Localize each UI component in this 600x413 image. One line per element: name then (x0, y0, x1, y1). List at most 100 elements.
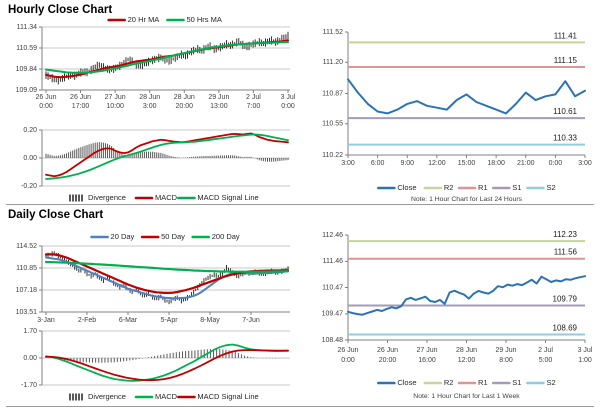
svg-text:20 Day: 20 Day (111, 232, 135, 241)
svg-text:0.00: 0.00 (23, 355, 37, 362)
svg-text:3:00: 3:00 (341, 160, 355, 167)
svg-text:6-Mar: 6-Mar (119, 317, 138, 324)
svg-text:S1: S1 (512, 378, 521, 387)
svg-text:2-Feb: 2-Feb (78, 317, 96, 324)
svg-text:109.47: 109.47 (322, 311, 344, 318)
daily-close-chart: 114.52 110.85 107.18 103.513-Jan 2-Feb 6-Mar 5… (16, 232, 290, 324)
svg-text:28 Jun: 28 Jun (174, 94, 195, 101)
svg-text:3 Jul: 3 Jul (281, 94, 296, 101)
svg-text:111.15: 111.15 (554, 56, 578, 65)
svg-text:-1.70: -1.70 (21, 382, 37, 389)
svg-text:112.46: 112.46 (322, 232, 343, 239)
svg-text:0.20: 0.20 (23, 127, 37, 134)
svg-text:Close: Close (397, 183, 416, 192)
svg-text:R1: R1 (478, 183, 488, 192)
hourly-close-chart-title: Hourly Close Chart (8, 4, 113, 16)
svg-text:MACD Signal Line: MACD Signal Line (197, 392, 258, 401)
svg-text:12:00: 12:00 (458, 357, 476, 364)
svg-text:109.79: 109.79 (553, 294, 578, 303)
svg-text:28 Jun: 28 Jun (139, 94, 160, 101)
svg-text:27 Jun: 27 Jun (416, 347, 437, 354)
svg-text:16:00: 16:00 (418, 357, 436, 364)
svg-text:107.18: 107.18 (16, 287, 38, 294)
svg-text:109.84: 109.84 (16, 66, 38, 73)
svg-text:2 Jul: 2 Jul (246, 94, 261, 101)
svg-text:Divergence: Divergence (88, 392, 126, 401)
svg-text:27 Jun: 27 Jun (105, 94, 126, 101)
svg-text:S2: S2 (546, 378, 555, 387)
weekly-pivot-chart: 112.46 111.46 110.47 109.47 108.48 26 Jun 0:00… (322, 230, 593, 400)
svg-text:S1: S1 (512, 183, 521, 192)
svg-text:MACD: MACD (155, 392, 178, 401)
svg-text:108.69: 108.69 (553, 323, 578, 332)
svg-text:111.34: 111.34 (17, 24, 37, 31)
svg-text:10:00: 10:00 (106, 103, 124, 110)
svg-text:0:00: 0:00 (39, 103, 53, 110)
svg-text:26 Jun: 26 Jun (377, 347, 398, 354)
svg-text:S2: S2 (546, 183, 555, 192)
svg-text:5-Apr: 5-Apr (160, 317, 178, 324)
svg-text:2 Jul: 2 Jul (538, 347, 553, 354)
svg-text:110.61: 110.61 (553, 107, 577, 116)
svg-text:13:00: 13:00 (210, 103, 228, 110)
svg-text:26 Jun: 26 Jun (337, 347, 358, 354)
svg-text:R1: R1 (478, 378, 488, 387)
daily-macd-chart: 1.70 0.00 -1.70 Divergence MACD MACD Signal L… (21, 328, 290, 401)
svg-text:0:00: 0:00 (549, 160, 563, 167)
svg-text:8:00: 8:00 (499, 357, 513, 364)
svg-text:3:00: 3:00 (143, 103, 157, 110)
svg-text:110.22: 110.22 (322, 152, 343, 159)
svg-text:Note: 1 Hour Chart for Last 1: Note: 1 Hour Chart for Last 1 Week (413, 393, 520, 400)
svg-text:7:00: 7:00 (247, 103, 261, 110)
svg-text:29 Jun: 29 Jun (495, 347, 516, 354)
svg-text:20:00: 20:00 (176, 103, 194, 110)
section-divider-top (6, 204, 594, 205)
svg-text:9:00: 9:00 (400, 160, 414, 167)
svg-text:28 Jun: 28 Jun (456, 347, 477, 354)
svg-text:Close: Close (397, 378, 416, 387)
svg-text:3:00: 3:00 (578, 160, 592, 167)
svg-text:Divergence: Divergence (88, 193, 126, 202)
svg-text:R2: R2 (444, 378, 454, 387)
svg-text:103.51: 103.51 (16, 309, 38, 316)
svg-text:Note: 1 Hour Chart for Last 24: Note: 1 Hour Chart for Last 24 Hours (411, 196, 523, 203)
svg-text:110.85: 110.85 (16, 265, 37, 272)
svg-text:50 Day: 50 Day (161, 232, 185, 241)
svg-text:111.20: 111.20 (323, 59, 343, 66)
svg-text:111.56: 111.56 (554, 248, 578, 257)
svg-text:26 Jun: 26 Jun (35, 94, 56, 101)
svg-text:110.59: 110.59 (16, 45, 37, 52)
svg-text:110.87: 110.87 (322, 90, 343, 97)
svg-text:200 Day: 200 Day (212, 232, 240, 241)
svg-text:MACD: MACD (155, 193, 178, 202)
svg-text:111.41: 111.41 (554, 31, 578, 40)
svg-text:26 Jun: 26 Jun (70, 94, 91, 101)
svg-text:15:00: 15:00 (458, 160, 476, 167)
svg-text:114.52: 114.52 (16, 243, 37, 250)
svg-text:20 Hr MA: 20 Hr MA (128, 15, 160, 24)
svg-text:6:00: 6:00 (371, 160, 385, 167)
svg-text:110.33: 110.33 (553, 134, 577, 143)
svg-text:110.55: 110.55 (322, 121, 343, 128)
svg-text:-0.20: -0.20 (21, 183, 37, 190)
section-divider-bottom (6, 406, 594, 407)
svg-text:7-Jun: 7-Jun (242, 317, 260, 324)
svg-text:1.70: 1.70 (23, 328, 37, 335)
svg-text:109.09: 109.09 (16, 87, 38, 94)
svg-text:1:00: 1:00 (578, 357, 592, 364)
svg-text:29 Jun: 29 Jun (208, 94, 229, 101)
daily-close-chart-title: Daily Close Chart (8, 209, 104, 221)
svg-text:18:00: 18:00 (487, 160, 505, 167)
svg-text:20:00: 20:00 (379, 357, 397, 364)
svg-text:17:00: 17:00 (72, 103, 90, 110)
svg-text:0:00: 0:00 (341, 357, 355, 364)
svg-text:MACD Signal Line: MACD Signal Line (197, 193, 258, 202)
svg-text:112.23: 112.23 (553, 230, 577, 239)
svg-text:50 Hrs MA: 50 Hrs MA (186, 15, 221, 24)
svg-text:12:00: 12:00 (428, 160, 446, 167)
svg-text:111.46: 111.46 (323, 258, 343, 265)
svg-text:21:00: 21:00 (517, 160, 535, 167)
